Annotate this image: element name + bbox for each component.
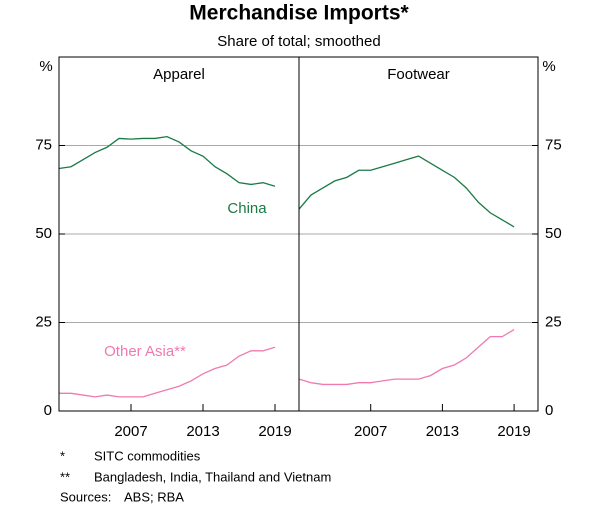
- y-tick-label: 0: [44, 402, 52, 419]
- y-tick-label: 75: [545, 136, 562, 153]
- x-tick-label: 2013: [426, 423, 459, 440]
- chart-subtitle: Share of total; smoothed: [217, 33, 380, 50]
- panel-title: Apparel: [153, 66, 205, 83]
- series-label: Other Asia**: [104, 343, 186, 360]
- note-mark: *: [60, 448, 65, 463]
- chart-title: Merchandise Imports*: [189, 2, 409, 25]
- note-text: SITC commodities: [94, 448, 201, 463]
- plot-frame: [298, 56, 539, 412]
- y-unit: %: [542, 58, 555, 75]
- x-tick-label: 2007: [114, 423, 147, 440]
- y-tick-label: 50: [545, 225, 562, 242]
- line: [298, 155, 515, 228]
- y-tick-label: 0: [545, 402, 553, 419]
- note-text: Bangladesh, India, Thailand and Vietnam: [94, 469, 331, 484]
- line: [298, 329, 515, 386]
- x-tick-label: 2019: [258, 423, 291, 440]
- x-tick-label: 2007: [354, 423, 387, 440]
- line: [58, 135, 276, 187]
- note-mark: **: [60, 469, 70, 484]
- y-tick-label: 50: [35, 225, 52, 242]
- x-tick-label: 2013: [186, 423, 219, 440]
- line: [59, 346, 276, 398]
- panel-title: Footwear: [387, 66, 450, 83]
- y-tick-label: 25: [545, 313, 562, 330]
- y-tick-label: 75: [35, 136, 52, 153]
- sources-label: Sources:: [60, 489, 111, 504]
- x-tick-label: 2019: [497, 423, 530, 440]
- sources-text: ABS; RBA: [124, 489, 184, 504]
- y-unit: %: [39, 58, 52, 75]
- series-label: China: [227, 200, 267, 217]
- y-tick-label: 25: [35, 313, 52, 330]
